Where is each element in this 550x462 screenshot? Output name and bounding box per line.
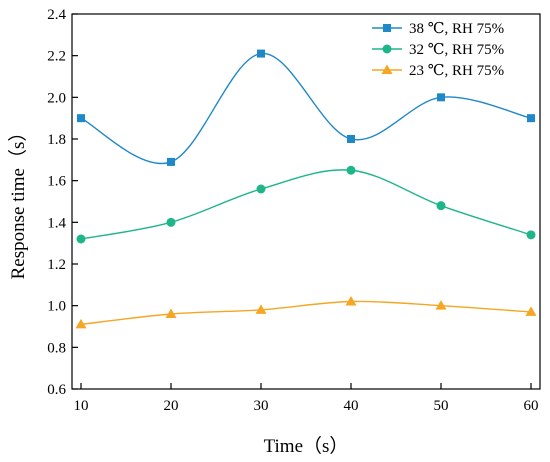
y-tick-label: 2.2	[47, 49, 66, 65]
y-tick-label: 1.8	[47, 132, 66, 148]
y-tick-label: 0.8	[47, 340, 66, 356]
data-point	[527, 114, 535, 123]
x-tick-label: 10	[74, 398, 89, 414]
data-point	[345, 296, 357, 306]
series-line	[80, 300, 532, 326]
y-tick-label: 0.6	[47, 382, 66, 398]
y-tick-label: 1.4	[47, 215, 66, 231]
data-point	[76, 234, 86, 244]
x-tick-label: 30	[254, 398, 269, 414]
data-point	[256, 184, 266, 194]
data-point	[75, 318, 87, 329]
data-point	[167, 157, 175, 166]
legend-label: 38 ℃, RH 75%	[409, 21, 504, 37]
y-tick-label: 1.0	[47, 299, 66, 315]
data-point	[255, 304, 267, 314]
y-tick-label: 2.4	[47, 7, 66, 23]
y-axis-title: Response time（s）	[7, 123, 29, 280]
data-point	[165, 308, 177, 318]
data-point	[526, 230, 536, 240]
x-tick-label: 40	[344, 398, 359, 414]
data-point	[346, 165, 356, 175]
legend: 38 ℃, RH 75% 32 ℃, RH 75% 23 ℃, RH 75%	[372, 21, 504, 79]
legend-item: 32 ℃, RH 75%	[372, 42, 504, 58]
x-axis-title: Time（s）	[264, 435, 349, 457]
data-point	[436, 201, 446, 211]
data-point	[435, 300, 447, 310]
series-square	[77, 49, 535, 166]
legend-marker	[382, 44, 392, 54]
y-tick-label: 1.6	[47, 174, 66, 190]
series-circle	[76, 165, 536, 244]
x-tick-label: 20	[164, 398, 179, 414]
legend-marker	[383, 24, 391, 32]
legend-label: 32 ℃, RH 75%	[409, 42, 504, 58]
y-tick-label: 1.2	[47, 257, 66, 273]
legend-label: 23 ℃, RH 75%	[409, 63, 504, 79]
data-point	[77, 114, 85, 123]
series-triangle	[75, 296, 537, 329]
data-point	[166, 217, 176, 227]
plot-frame	[71, 13, 541, 390]
legend-item: 23 ℃, RH 75%	[372, 63, 504, 79]
legend-marker	[381, 64, 393, 74]
data-point	[257, 49, 265, 58]
legend-item: 38 ℃, RH 75%	[372, 21, 504, 37]
x-tick-label: 50	[434, 398, 449, 414]
data-point	[525, 306, 537, 316]
plot-content	[75, 49, 537, 329]
x-tick-label: 60	[524, 398, 539, 414]
axis-ticks: 10 20 30 40 50 60 0.6 0.8 1.0 1.2 1.4 1.6 1.8 2.0 2.2 2…	[47, 7, 538, 414]
data-point	[437, 93, 445, 102]
series-line	[80, 169, 532, 240]
y-tick-label: 2.0	[47, 90, 66, 106]
data-point	[347, 135, 355, 143]
